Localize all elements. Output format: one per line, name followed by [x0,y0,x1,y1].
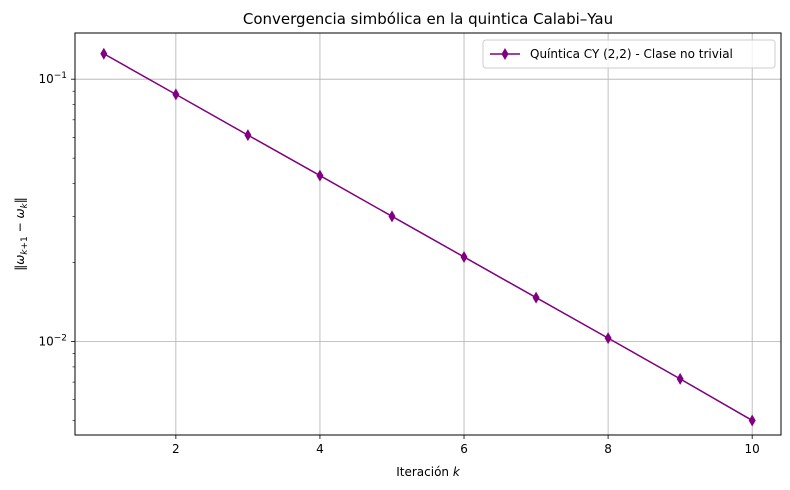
legend-marker [501,48,509,60]
legend-box [482,39,776,69]
y-tick-label: 10−1 [38,71,67,86]
data-point [676,372,684,385]
data-point [172,88,180,101]
x-axis-label: Iteración k [396,465,461,479]
data-point [748,414,756,427]
series-layer [100,47,756,427]
data-point [244,129,252,142]
x-tick-label: 4 [316,442,324,456]
data-point [316,169,324,182]
data-point [532,291,540,304]
x-tick-label: 8 [604,442,612,456]
data-point [604,332,612,345]
data-point [100,47,108,60]
chart-title: Convergencia simbólica en la quintica Ca… [243,10,613,28]
data-point [388,210,396,223]
plot-frame [74,32,782,436]
x-tick-label: 6 [460,442,468,456]
legend: Quíntica CY (2,2) - Clase no trivial [482,39,776,69]
data-point [460,250,468,263]
x-tick-label: 10 [745,442,760,456]
x-tick-label: 2 [172,442,180,456]
ticks: 2 4 6 8 10 10−1 10−2 [38,71,759,456]
grid [75,33,781,435]
series-line [103,53,753,422]
legend-label: Quíntica CY (2,2) - Clase no trivial [530,47,733,61]
y-axis-label: ‖ωk+1 − ωk‖ [13,197,30,271]
y-tick-label: 10−2 [38,333,67,348]
